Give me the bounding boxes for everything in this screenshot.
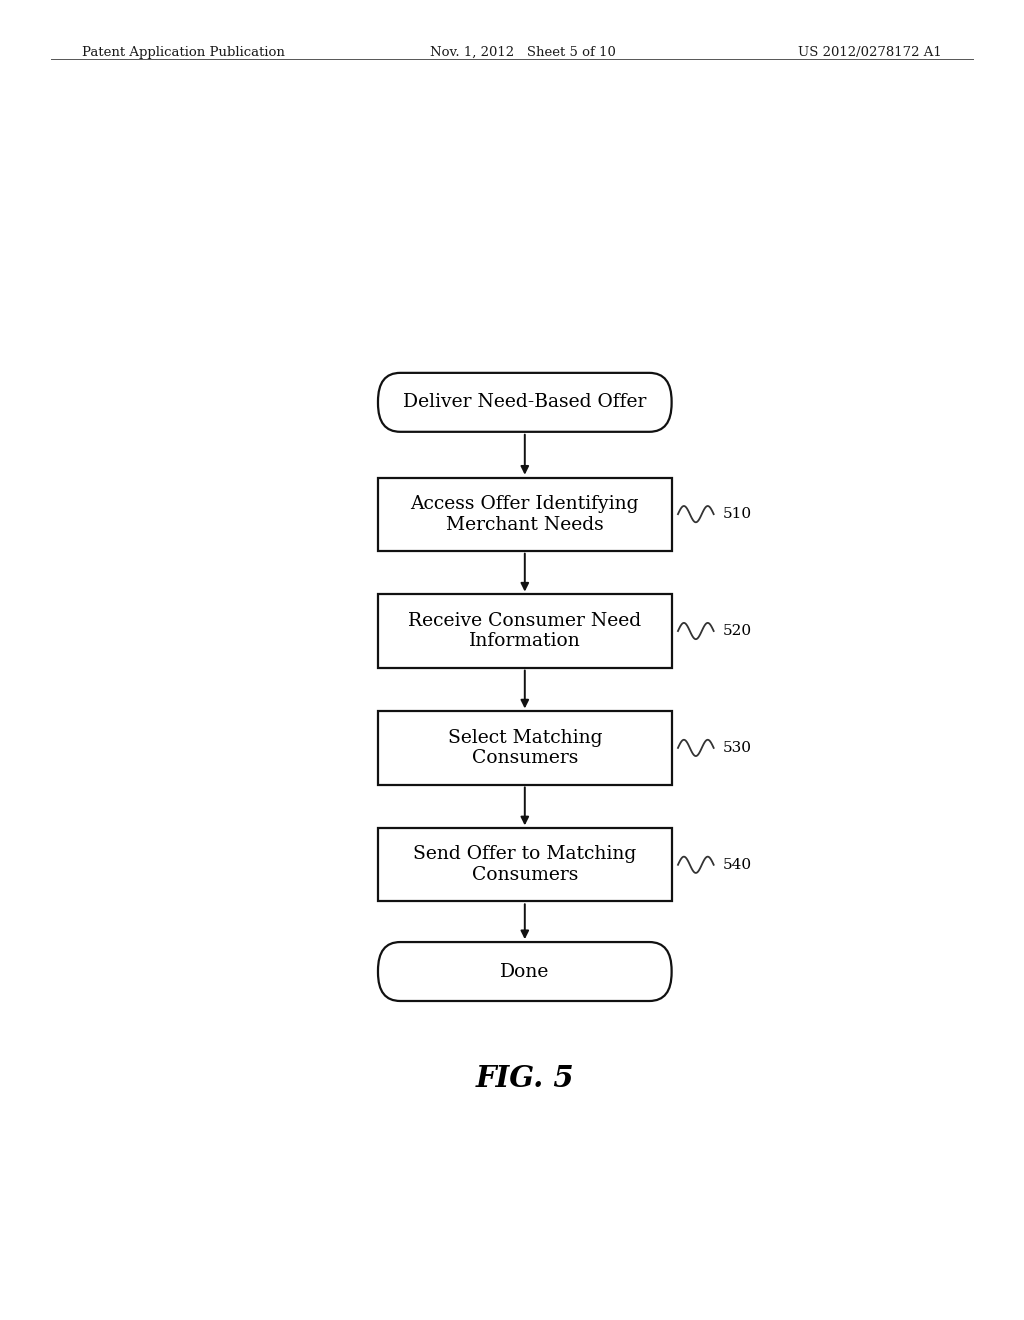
Text: FIG. 5: FIG. 5 — [475, 1064, 574, 1093]
Text: Nov. 1, 2012   Sheet 5 of 10: Nov. 1, 2012 Sheet 5 of 10 — [430, 46, 616, 59]
Text: Patent Application Publication: Patent Application Publication — [82, 46, 285, 59]
Text: Select Matching
Consumers: Select Matching Consumers — [447, 729, 602, 767]
Text: Receive Consumer Need
Information: Receive Consumer Need Information — [409, 611, 641, 651]
Text: 520: 520 — [723, 624, 753, 638]
Text: 540: 540 — [723, 858, 753, 871]
Text: Done: Done — [500, 962, 550, 981]
Text: Access Offer Identifying
Merchant Needs: Access Offer Identifying Merchant Needs — [411, 495, 639, 533]
Text: Send Offer to Matching
Consumers: Send Offer to Matching Consumers — [413, 845, 637, 884]
FancyBboxPatch shape — [378, 372, 672, 432]
Text: 510: 510 — [723, 507, 753, 521]
Text: 530: 530 — [723, 741, 753, 755]
Bar — [378, 828, 672, 902]
Bar — [378, 478, 672, 550]
Text: Deliver Need-Based Offer: Deliver Need-Based Offer — [403, 393, 646, 412]
Text: US 2012/0278172 A1: US 2012/0278172 A1 — [799, 46, 942, 59]
Bar — [378, 711, 672, 784]
FancyBboxPatch shape — [378, 942, 672, 1001]
Bar — [378, 594, 672, 668]
